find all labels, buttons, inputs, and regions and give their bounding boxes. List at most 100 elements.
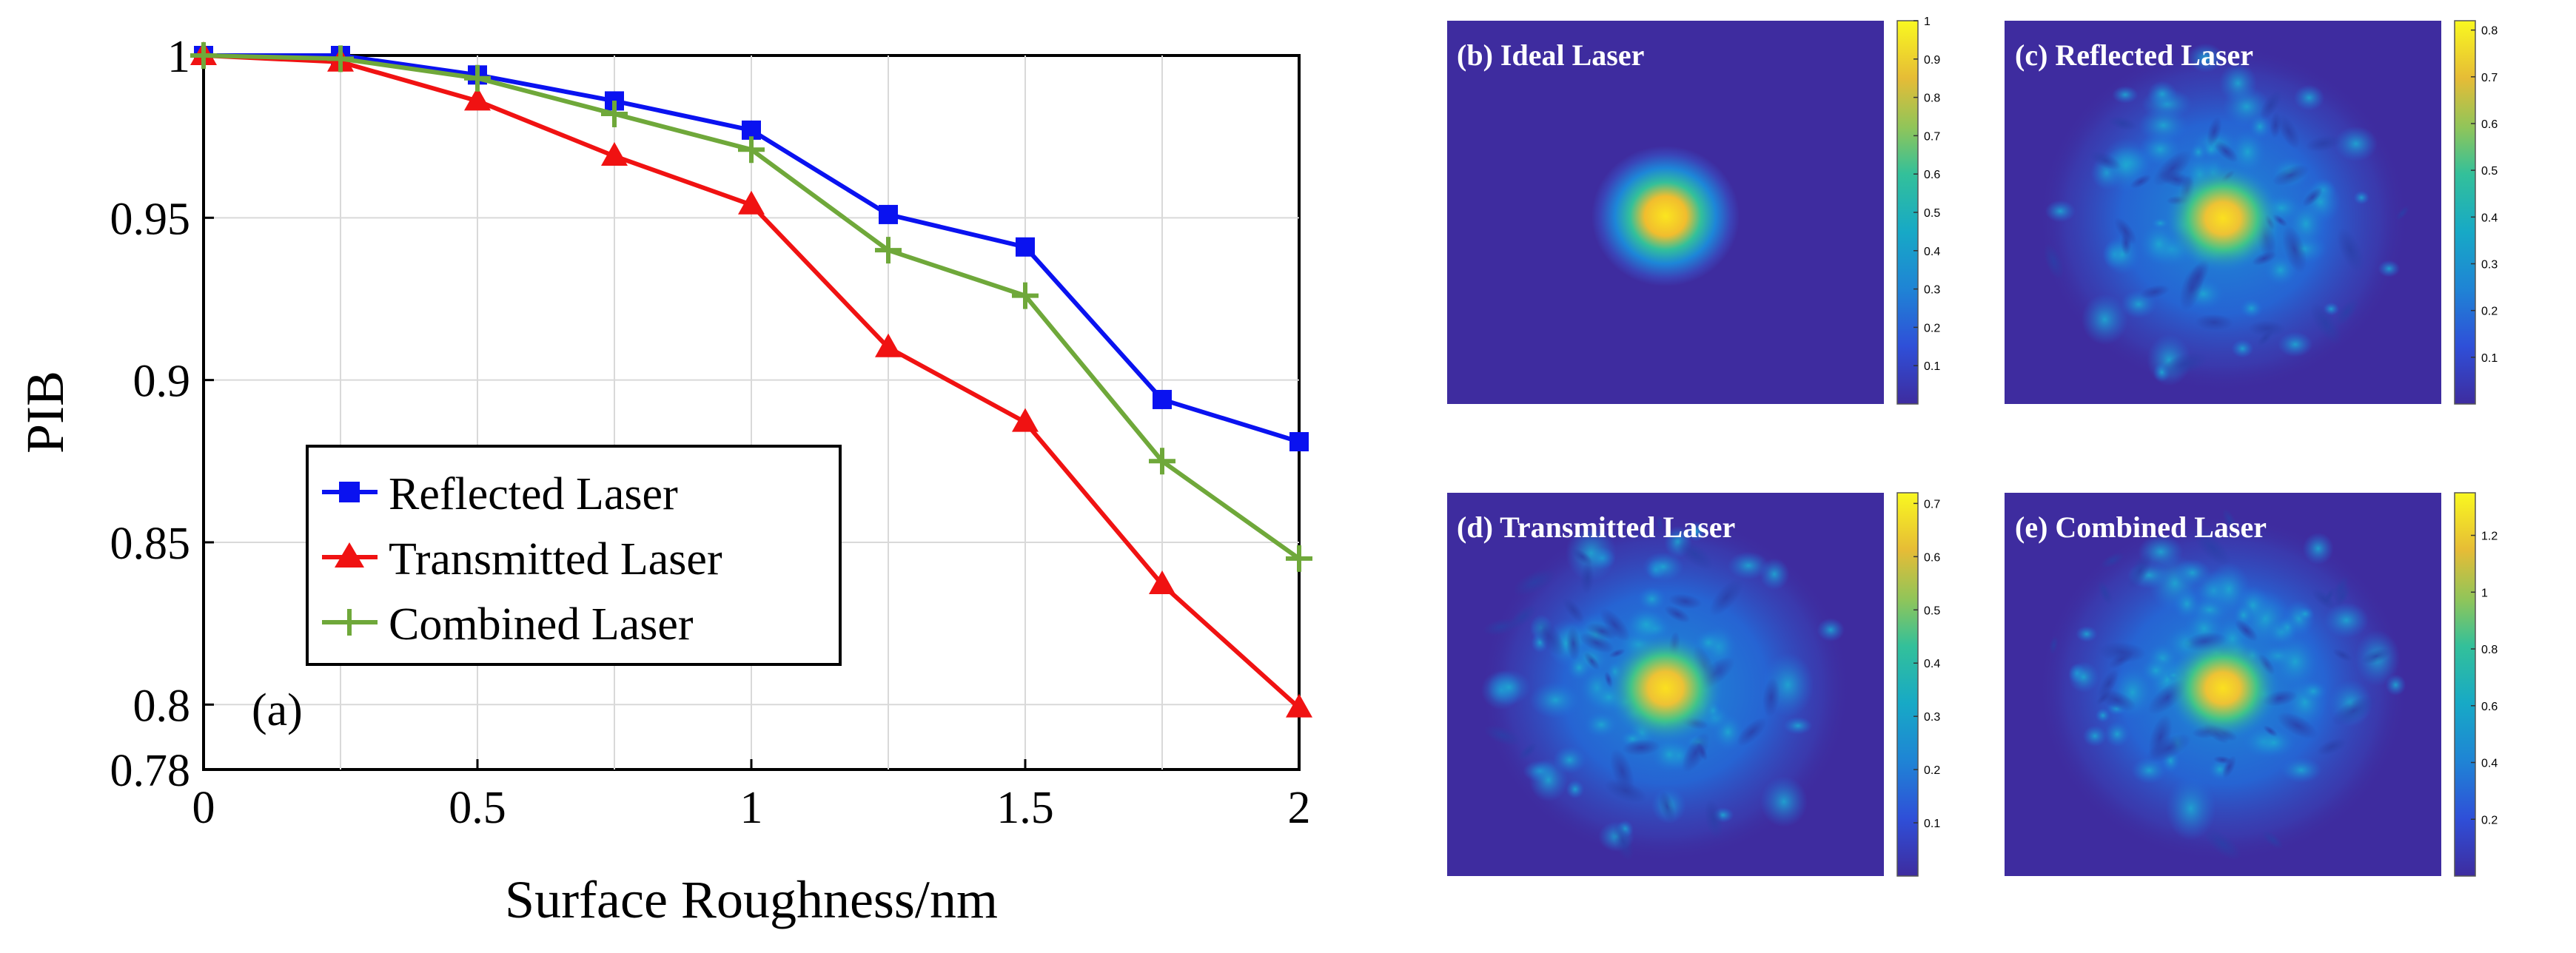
colorbar-reflected-label-3: 0.4 xyxy=(2481,212,2498,224)
colorbar-transmitted xyxy=(1896,492,1919,877)
colorbar-ideal-label-4: 0.5 xyxy=(1924,207,1940,220)
heatmap-combined-speckle-bright-45 xyxy=(2324,602,2369,639)
heatmap-combined-speckle-bright-48 xyxy=(2140,657,2172,684)
heatmap-transmitted-speckle-bright-51 xyxy=(1529,758,1569,802)
legend: Reflected Laser Transmitted Laser Combin… xyxy=(306,445,842,666)
heatmap-transmitted-speckle-dark-20 xyxy=(1664,605,1691,623)
heatmap-reflected-speckle-bright-37 xyxy=(2081,294,2128,346)
heatmap-reflected-speckle-bright-43 xyxy=(2138,107,2189,144)
heatmap-reflected-speckle-dark-13 xyxy=(2277,114,2301,149)
heatmap-reflected-speckle-dark-29 xyxy=(2251,251,2277,266)
heatmap-transmitted-speckle-bright-49 xyxy=(1565,525,1617,582)
colorbar-ideal-label-5: 0.6 xyxy=(1924,169,1940,181)
heatmap-combined-speckle-dark-33 xyxy=(2361,647,2391,664)
heatmap-reflected-title: (c) Reflected Laser xyxy=(2015,38,2253,72)
heatmap-transmitted-speckle-bright-32 xyxy=(1686,521,1706,542)
heatmap-transmitted-speckle-dark-4 xyxy=(1513,568,1557,596)
colorbar-ideal-label-0: 0.1 xyxy=(1924,360,1940,373)
heatmap-reflected-speckle-bright-13 xyxy=(2239,298,2264,319)
heatmap-transmitted-speckle-bright-48 xyxy=(1783,716,1813,735)
heatmap-combined-speckle-bright-7 xyxy=(2165,776,2216,841)
heatmap-reflected-speckle-dark-19 xyxy=(2114,217,2137,245)
colorbar-ideal-label-2: 0.3 xyxy=(1924,284,1940,297)
heatmap-transmitted-speckle-bright-22 xyxy=(1637,586,1667,612)
heatmap-reflected-speckle-dark-21 xyxy=(2248,320,2286,337)
axis-ticks: 0 0.5 1 1.5 2 0.78 0.8 0.85 0.9 0.95 1 xyxy=(110,32,1311,833)
heatmap-combined-speckle-dark-7 xyxy=(2222,508,2237,531)
colorbar-combined-label-3: 0.8 xyxy=(2481,644,2498,656)
heatmap-combined-speckle-dark-29 xyxy=(2332,576,2349,602)
heatmap-reflected-speckle-bright-10 xyxy=(2218,62,2258,104)
heatmap-reflected-speckle-dark-33 xyxy=(2090,151,2121,170)
heatmap-transmitted-speckle-dark-2 xyxy=(1612,822,1634,861)
legend-label-combined: Combined Laser xyxy=(389,599,694,650)
heatmap-transmitted-speckle-dark-14 xyxy=(1600,608,1630,641)
legend-item-reflected: Reflected Laser xyxy=(322,469,678,519)
heatmap-combined-speckle-dark-17 xyxy=(2213,755,2233,764)
colorbar-ideal-label-7: 0.8 xyxy=(1924,92,1940,105)
heatmap-transmitted-speckle-dark-21 xyxy=(1586,622,1618,640)
legend-label-reflected: Reflected Laser xyxy=(389,469,678,519)
colorbar-ideal-label-3: 0.4 xyxy=(1924,246,1940,258)
colorbar-combined-label-1: 0.4 xyxy=(2481,758,2498,770)
x-tick-label-3: 1.5 xyxy=(996,783,1054,833)
heatmap-combined-speckle-bright-38 xyxy=(2302,532,2334,565)
heatmap-reflected-speckle-dark-30 xyxy=(2161,351,2208,377)
y-tick-label-1: 0.8 xyxy=(133,681,191,731)
point-reflected-6 xyxy=(1016,237,1035,257)
series-layer xyxy=(190,41,1312,718)
heatmap-ideal-title: (b) Ideal Laser xyxy=(1457,38,1644,72)
x-tick-label-4: 2 xyxy=(1288,783,1311,833)
heatmap-combined-speckle-dark-16 xyxy=(2222,755,2237,778)
heatmap-reflected-speckle-dark-23 xyxy=(2337,227,2364,272)
heatmap-combined-speckle-dark-11 xyxy=(2324,587,2335,604)
heatmap-combined-speckle-bright-51 xyxy=(2251,727,2296,758)
heatmap-transmitted-speckle-dark-29 xyxy=(1762,677,1780,718)
heatmap-combined-speckle-bright-54 xyxy=(2131,757,2167,784)
heatmap-reflected-speckle-dark-5 xyxy=(2305,135,2341,152)
heatmap-transmitted-speckle-dark-18 xyxy=(1571,548,1593,565)
legend-box xyxy=(306,445,842,666)
y-tick-label-2: 0.85 xyxy=(110,519,191,569)
heatmap-combined-speckle-bright-25 xyxy=(2082,725,2107,747)
colorbar-transmitted-label-4: 0.5 xyxy=(1924,605,1940,617)
y-tick-label-3: 0.9 xyxy=(133,357,191,407)
colorbar-reflected-label-6: 0.7 xyxy=(2481,72,2498,84)
legend-marker-reflected xyxy=(339,482,360,502)
heatmap-transmitted-speckle-dark-10 xyxy=(1709,579,1743,616)
heatmap-transmitted-speckle-dark-13 xyxy=(1583,652,1600,670)
x-tick-label-2: 1 xyxy=(740,783,763,833)
y-tick-label-0: 0.78 xyxy=(110,746,191,796)
heatmap-reflected-speckle-dark-26 xyxy=(2270,111,2282,138)
colorbar-transmitted-label-3: 0.4 xyxy=(1924,658,1940,670)
colorbar-reflected-label-0: 0.1 xyxy=(2481,352,2498,365)
legend-marker-combined xyxy=(336,609,363,636)
colorbar-reflected-label-5: 0.6 xyxy=(2481,118,2498,131)
heatmap-reflected-core xyxy=(2165,165,2281,272)
heatmap-reflected xyxy=(2005,21,2441,404)
point-combined-5 xyxy=(875,237,902,264)
heatmap-reflected-speckle-bright-38 xyxy=(2248,113,2272,140)
x-tick-label-0: 0 xyxy=(192,783,215,833)
colorbar-reflected-label-1: 0.2 xyxy=(2481,306,2498,318)
heatmap-combined-speckle-dark-6 xyxy=(2194,530,2231,566)
heatmap-combined-speckle-dark-27 xyxy=(2098,669,2119,698)
heatmap-transmitted-speckle-bright-9 xyxy=(1529,681,1582,719)
heatmap-reflected-speckle-bright-34 xyxy=(2147,81,2178,107)
heatmap-transmitted-speckle-dark-9 xyxy=(1532,615,1566,656)
heatmap-transmitted-speckle-dark-8 xyxy=(1579,632,1614,653)
heatmap-reflected-speckle-bright-47 xyxy=(2353,190,2369,205)
legend-item-combined: Combined Laser xyxy=(322,599,694,650)
colorbar-transmitted-label-6: 0.7 xyxy=(1924,498,1940,511)
heatmap-reflected-speckle-dark-1 xyxy=(2259,90,2282,120)
heatmap-transmitted-speckle-dark-12 xyxy=(1622,739,1660,756)
heatmap-reflected-speckle-dark-31 xyxy=(2108,116,2137,131)
colorbar-ideal-label-9: 1 xyxy=(1924,16,1931,28)
point-transmitted-5 xyxy=(875,333,902,357)
heatmap-transmitted-title: (d) Transmitted Laser xyxy=(1457,511,1735,544)
heatmap-combined-speckle-dark-30 xyxy=(2100,552,2125,568)
point-transmitted-6 xyxy=(1012,408,1039,432)
heatmap-combined-speckle-bright-39 xyxy=(2295,606,2315,622)
heatmap-combined-speckle-dark-34 xyxy=(2261,830,2284,849)
heatmap-combined-speckle-bright-34 xyxy=(2067,661,2099,693)
